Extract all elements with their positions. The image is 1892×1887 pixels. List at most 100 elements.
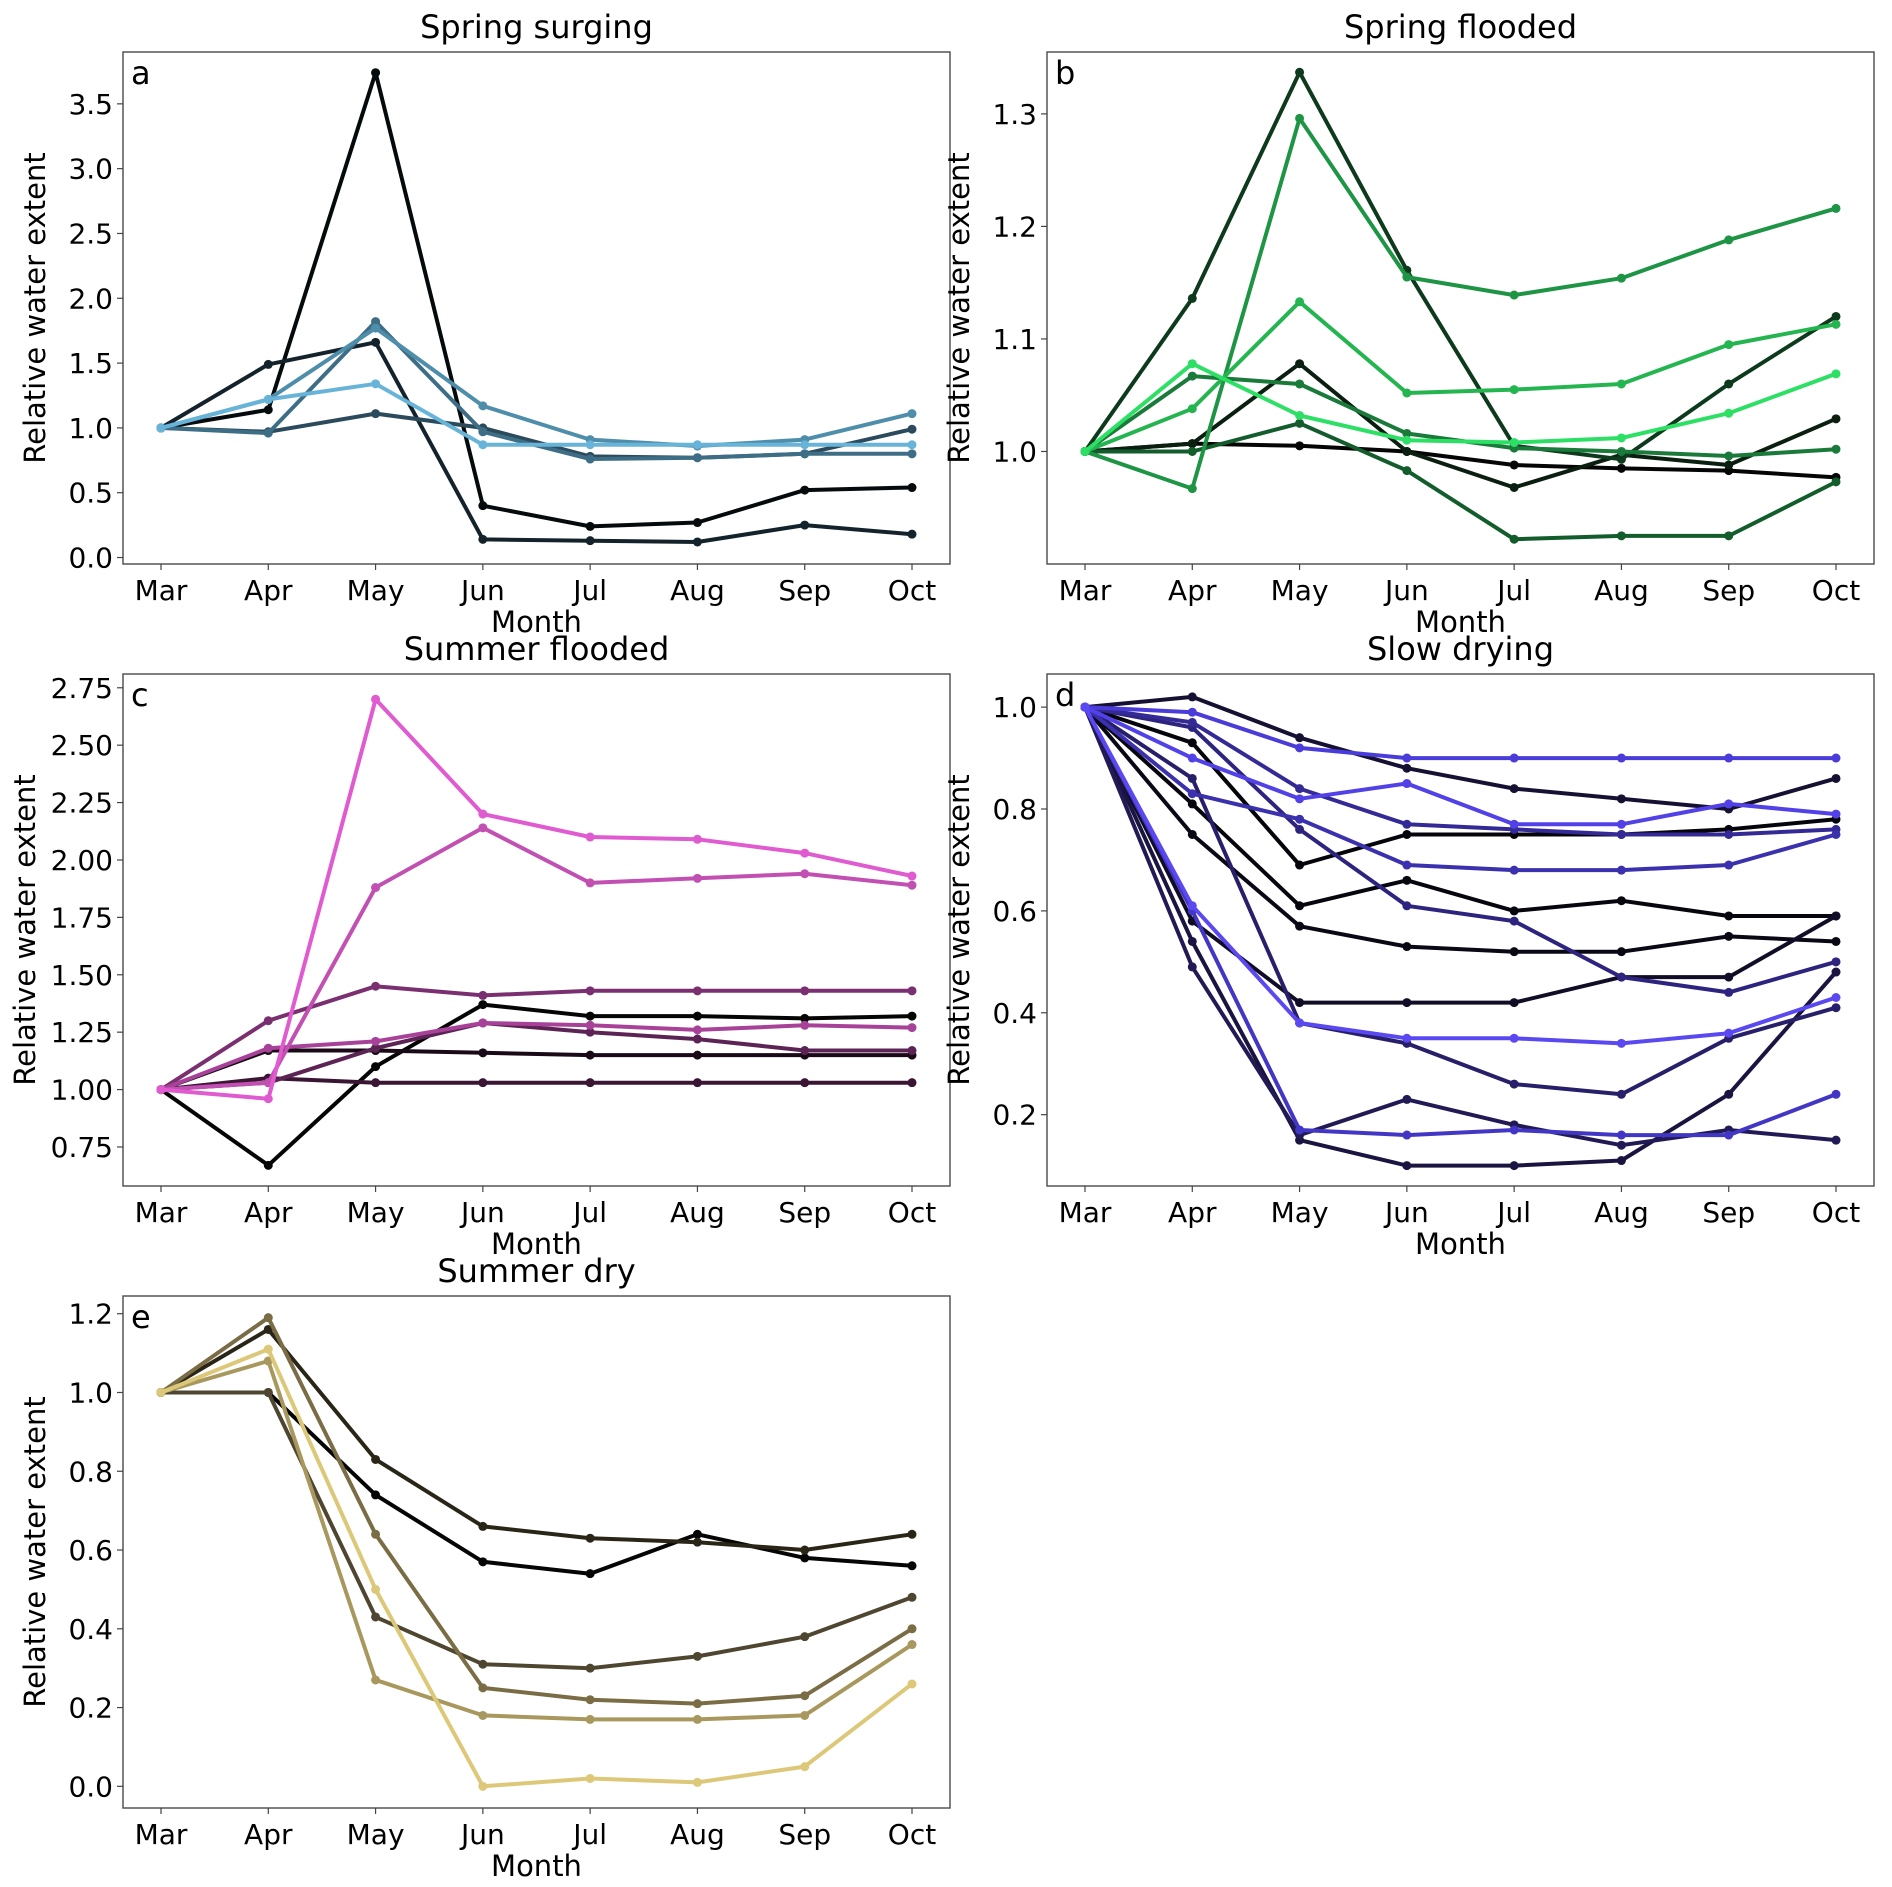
- data-point: [1616, 1140, 1626, 1150]
- y-tick-label: 2.5: [68, 217, 113, 250]
- data-point: [907, 1023, 917, 1033]
- series-line-site-5: [159, 1359, 914, 1722]
- data-point: [1295, 1125, 1305, 1135]
- series-line-site-4: [1083, 705, 1838, 1005]
- data-point: [800, 986, 810, 996]
- data-point: [1295, 794, 1305, 804]
- data-point: [1831, 936, 1841, 946]
- data-point: [263, 1094, 273, 1104]
- data-point: [1187, 692, 1197, 702]
- data-point: [692, 1050, 702, 1060]
- data-point: [1616, 1038, 1626, 1048]
- data-point: [1831, 829, 1841, 839]
- y-tick-label: 0.2: [68, 1692, 113, 1725]
- series-group: [1080, 67, 1841, 544]
- series-line-site-1: [159, 1002, 914, 1168]
- data-point: [800, 848, 810, 858]
- data-point: [1187, 753, 1197, 763]
- panel-title: Summer flooded: [404, 630, 670, 668]
- data-point: [800, 1545, 810, 1555]
- data-point: [1402, 446, 1412, 456]
- panel-letter: e: [131, 1298, 151, 1336]
- data-point: [1187, 829, 1197, 839]
- data-point: [1402, 763, 1412, 773]
- x-axis-label: Month: [491, 605, 582, 639]
- series-line-site-4: [1083, 421, 1838, 542]
- data-point: [371, 379, 381, 389]
- data-point: [1616, 379, 1626, 389]
- x-axis-label: Month: [491, 1849, 582, 1883]
- data-point: [1831, 1089, 1841, 1099]
- data-point: [692, 1011, 702, 1021]
- data-point: [800, 440, 810, 450]
- data-point: [585, 832, 595, 842]
- series-line-site-3: [1083, 70, 1838, 462]
- data-point: [1724, 1130, 1734, 1140]
- series-line-site-10: [1083, 705, 1838, 837]
- x-tick-label: May: [347, 1818, 405, 1851]
- data-point: [478, 1710, 488, 1720]
- data-point: [1509, 784, 1519, 794]
- data-point: [1616, 1130, 1626, 1140]
- data-point: [263, 428, 273, 438]
- data-point: [1402, 753, 1412, 763]
- x-tick-label: Mar: [135, 574, 188, 607]
- x-tick-label: Apr: [244, 1196, 293, 1229]
- data-point: [1724, 860, 1734, 870]
- series-line-site-7: [1083, 299, 1838, 454]
- plot-frame: [122, 1295, 951, 1809]
- y-tick-label: 1.5: [68, 347, 113, 380]
- data-point: [478, 809, 488, 819]
- data-point: [1509, 460, 1519, 470]
- y-axis-label: Relative water extent: [942, 152, 976, 463]
- data-point: [1616, 829, 1626, 839]
- data-point: [1724, 408, 1734, 418]
- data-point: [585, 878, 595, 888]
- data-point: [1509, 1079, 1519, 1089]
- data-point: [263, 1324, 273, 1334]
- data-point: [692, 1537, 702, 1547]
- x-axis-label: Month: [1415, 1227, 1506, 1261]
- data-point: [692, 873, 702, 883]
- y-tick-label: 2.00: [51, 844, 113, 877]
- data-point: [585, 1011, 595, 1021]
- data-point: [1295, 824, 1305, 834]
- data-point: [907, 1561, 917, 1571]
- data-point: [371, 337, 381, 347]
- data-point: [371, 1675, 381, 1685]
- x-tick-label: May: [1271, 1196, 1329, 1229]
- x-tick-label: Oct: [888, 1818, 936, 1851]
- data-point: [263, 394, 273, 404]
- data-point: [1724, 531, 1734, 541]
- data-point: [263, 1387, 273, 1397]
- data-point: [478, 1000, 488, 1010]
- x-axis-label: Month: [1415, 605, 1506, 639]
- data-point: [1402, 1161, 1412, 1171]
- data-point: [478, 1557, 488, 1567]
- panel-e: Summer dry e 0.0 0.2 0.4 0.6 0.8 1.0 1.2 Mar Apr Ma…: [18, 1252, 951, 1883]
- data-point: [585, 440, 595, 450]
- x-tick-label: Jul: [1495, 574, 1531, 607]
- data-point: [585, 986, 595, 996]
- data-point: [1616, 446, 1626, 456]
- data-point: [1616, 753, 1626, 763]
- y-tick-label: 0.8: [68, 1455, 113, 1488]
- data-point: [1402, 272, 1412, 282]
- data-point: [692, 1651, 702, 1661]
- y-tick-label: 3.5: [68, 88, 113, 121]
- series-line-site-1: [159, 1390, 914, 1576]
- data-point: [1831, 809, 1841, 819]
- series-line-site-7: [1083, 705, 1838, 1148]
- data-point: [692, 1777, 702, 1787]
- data-point: [1295, 297, 1305, 307]
- data-point: [263, 1344, 273, 1354]
- data-point: [371, 1529, 381, 1539]
- y-tick-label: 1.0: [68, 412, 113, 445]
- y-tick-label: 1.0: [992, 435, 1037, 468]
- data-point: [1616, 463, 1626, 473]
- data-point: [371, 1584, 381, 1594]
- series-line-site-11: [1083, 705, 1838, 873]
- data-point: [263, 1313, 273, 1323]
- data-point: [1295, 67, 1305, 77]
